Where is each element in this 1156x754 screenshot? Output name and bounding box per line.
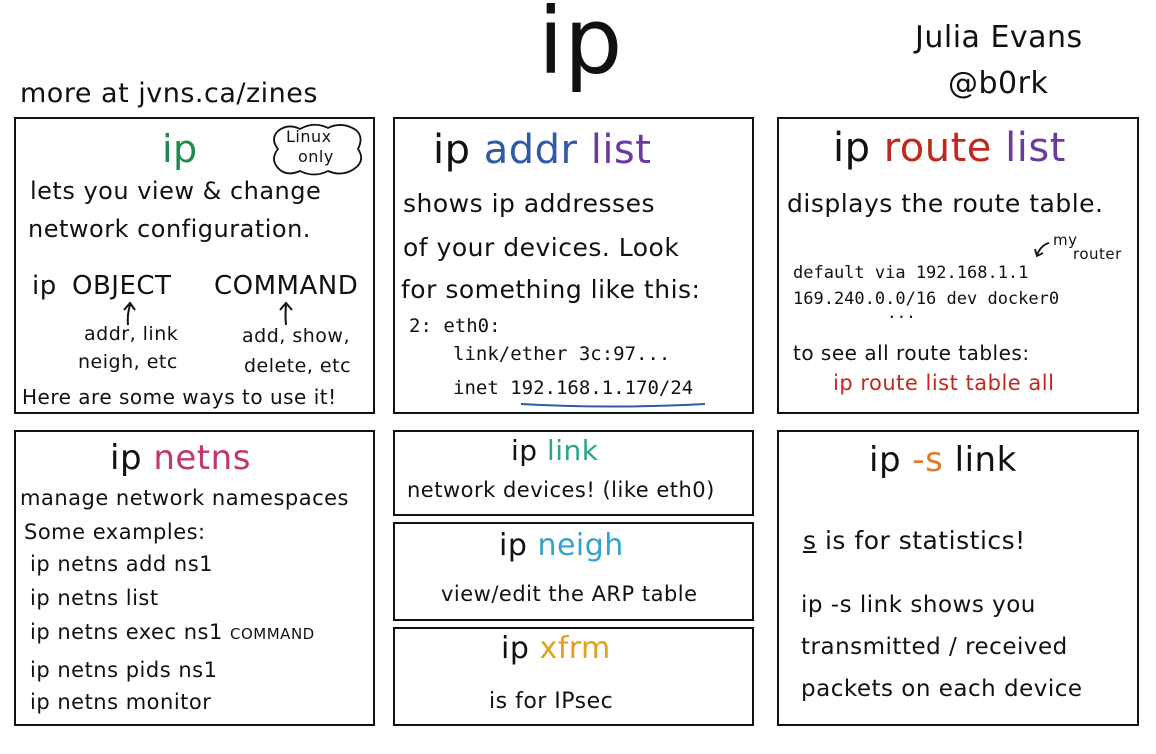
- badge-line1: Linux: [286, 127, 332, 146]
- panel-title: ip route list: [833, 125, 1066, 171]
- panel-ip-route-list: ip route list displays the route table. …: [777, 117, 1139, 414]
- panel-title: ip -s link: [869, 440, 1017, 480]
- panel-ip-addr-list: ip addr list shows ip addresses of your …: [393, 117, 754, 414]
- panel-ip-s-link: ip -s link s is for statistics! ip -s li…: [777, 430, 1139, 726]
- panel-title: ip netns: [110, 438, 251, 478]
- title-ip: ip: [501, 631, 530, 666]
- panel-ip-xfrm: ip xfrm is for IPsec: [393, 627, 754, 726]
- neigh-desc: view/edit the ARP table: [441, 582, 698, 606]
- addr-line-3: for something like this:: [401, 275, 701, 304]
- author-name: Julia Evans: [915, 20, 1083, 55]
- panel-title: ip addr list: [433, 127, 651, 173]
- author-handle[interactable]: @b0rk: [948, 66, 1049, 101]
- title-addr: addr: [483, 127, 578, 173]
- panel-ip-neigh: ip neigh view/edit the ARP table: [393, 522, 754, 621]
- inet-suffix: /24: [658, 377, 694, 399]
- netns-example-3: ip netns exec ns1 COMMAND: [30, 620, 315, 644]
- netns-example-3-command: COMMAND: [230, 625, 315, 643]
- more-link[interactable]: more at jvns.ca/zines: [20, 78, 318, 109]
- panel-intro: ip Linux only lets you view & change net…: [14, 117, 375, 414]
- object-note-1: addr, link: [84, 323, 179, 345]
- title-ip: ip: [833, 125, 871, 171]
- route-code-2: 169.240.0.0/16 dev docker0: [793, 289, 1060, 309]
- stats-line-3: packets on each device: [801, 676, 1083, 702]
- inet-ip: 192.168.1.170: [510, 377, 659, 399]
- command-arrow-icon: [279, 301, 293, 326]
- usage-word-ip: ip: [32, 271, 57, 301]
- route-ellipsis: ...: [887, 303, 916, 322]
- intro-footer: Here are some ways to use it!: [22, 385, 337, 409]
- title-ip: ip: [511, 434, 538, 467]
- badge-line2: only: [298, 147, 334, 166]
- title-flag: -s: [912, 440, 944, 480]
- s-letter: s: [803, 526, 817, 555]
- command-note-1: add, show,: [242, 325, 350, 347]
- panel-title: ip neigh: [499, 528, 624, 563]
- s-rest: is for statistics!: [824, 526, 1026, 555]
- route-desc: displays the route table.: [787, 189, 1104, 218]
- netns-example-1: ip netns add ns1: [30, 552, 214, 576]
- title-ip: ip: [869, 440, 902, 480]
- title-ip: ip: [433, 127, 471, 173]
- intro-desc-1: lets you view & change: [30, 177, 322, 205]
- intro-desc-2: network configuration.: [28, 215, 311, 243]
- command-note-2: delete, etc: [244, 355, 352, 377]
- netns-examples-label: Some examples:: [24, 520, 206, 544]
- title-list: list: [1005, 125, 1066, 171]
- addr-line-2: of your devices. Look: [403, 233, 680, 262]
- stats-s-line: s is for statistics!: [803, 526, 1026, 555]
- stats-line-1: ip -s link shows you: [801, 592, 1036, 618]
- usage-word-command: COMMAND: [214, 271, 359, 301]
- code-line-1: 2: eth0:: [409, 315, 501, 337]
- route-code-1: default via 192.168.1.1: [793, 263, 1029, 283]
- title-list: list: [590, 127, 652, 173]
- route-all-label: to see all route tables:: [793, 341, 1030, 365]
- router-arrow-icon: [1034, 242, 1050, 258]
- code-line-3: inet 192.168.1.170/24: [453, 377, 693, 399]
- title-neigh: neigh: [537, 528, 624, 563]
- netns-example-5: ip netns monitor: [30, 690, 212, 714]
- inet-prefix: inet: [453, 377, 511, 399]
- netns-example-4: ip netns pids ns1: [30, 658, 218, 682]
- addr-line-1: shows ip addresses: [403, 189, 655, 218]
- linux-only-badge: [273, 123, 363, 176]
- page-title: ip: [538, 0, 623, 95]
- stats-line-2: transmitted / received: [801, 634, 1068, 660]
- panel-ip-link: ip link network devices! (like eth0): [393, 430, 754, 516]
- netns-desc: manage network namespaces: [20, 486, 349, 510]
- link-desc: network devices! (like eth0): [407, 478, 715, 502]
- panel-title: ip link: [511, 434, 599, 467]
- ip-underline: [520, 403, 706, 408]
- title-link: link: [954, 440, 1017, 480]
- route-all-cmd: ip route list table all: [833, 371, 1055, 395]
- panel-title: ip xfrm: [501, 631, 611, 666]
- xfrm-desc: is for IPsec: [489, 689, 614, 714]
- panel-title: ip: [162, 127, 198, 171]
- netns-example-2: ip netns list: [30, 586, 159, 610]
- netns-example-3-cmd: ip netns exec ns1: [30, 620, 223, 644]
- title-ip: ip: [499, 528, 528, 563]
- title-link: link: [546, 434, 599, 467]
- title-ip: ip: [110, 438, 143, 478]
- object-note-2: neigh, etc: [78, 351, 178, 373]
- panel-ip-netns: ip netns manage network namespaces Some …: [14, 430, 375, 726]
- code-line-2: link/ether 3c:97...: [453, 343, 671, 365]
- note-my: my: [1053, 231, 1078, 249]
- object-arrow-icon: [123, 301, 136, 326]
- title-route: route: [883, 125, 992, 171]
- usage-word-object: OBJECT: [72, 271, 172, 301]
- title-netns: netns: [153, 438, 251, 478]
- title-xfrm: xfrm: [539, 631, 611, 666]
- note-router: router: [1073, 245, 1122, 263]
